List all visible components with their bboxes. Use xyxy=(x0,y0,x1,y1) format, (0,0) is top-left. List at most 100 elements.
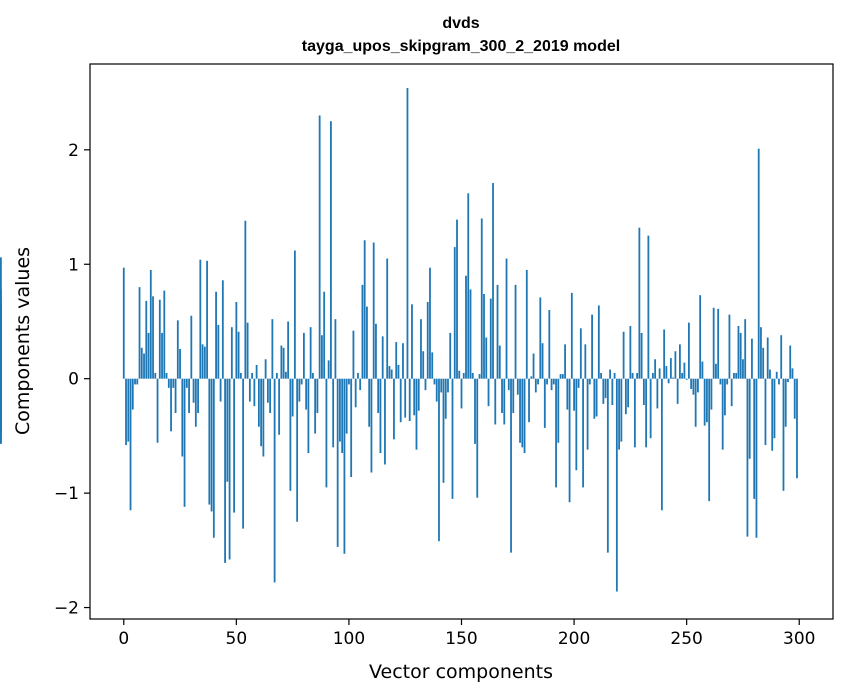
bar xyxy=(656,378,659,409)
bar xyxy=(555,378,557,488)
bar xyxy=(325,378,328,488)
bar xyxy=(230,327,233,379)
bar xyxy=(307,378,310,454)
bar xyxy=(122,267,125,379)
bar xyxy=(296,378,299,522)
bar xyxy=(273,378,276,583)
bar xyxy=(460,378,463,409)
bar xyxy=(260,378,263,447)
bar xyxy=(638,227,641,379)
x-tick-label: 250 xyxy=(670,629,702,649)
bar xyxy=(492,183,494,379)
y-tick-label: −1 xyxy=(54,484,79,504)
bar xyxy=(282,347,285,379)
bar xyxy=(717,308,720,379)
bar xyxy=(199,259,202,379)
bar xyxy=(735,372,738,379)
bar xyxy=(188,378,190,414)
bar xyxy=(737,326,740,379)
bar xyxy=(212,378,215,538)
bar xyxy=(246,322,249,379)
bar xyxy=(323,291,326,379)
bar xyxy=(312,372,314,379)
bar xyxy=(559,374,562,379)
bar xyxy=(631,372,634,379)
y-tick-label: 0 xyxy=(68,370,79,390)
x-axis: 0 50 100 150 200 250 300 xyxy=(118,619,815,649)
bar xyxy=(654,359,657,379)
bar xyxy=(219,378,222,402)
bar xyxy=(602,378,605,404)
bar xyxy=(321,335,323,379)
bar xyxy=(730,378,733,407)
bar xyxy=(136,378,139,385)
bar xyxy=(269,378,272,414)
bar xyxy=(163,290,166,379)
y-tick-label: 1 xyxy=(68,255,79,275)
bar xyxy=(624,378,627,415)
bar xyxy=(402,343,404,379)
bar xyxy=(379,378,382,454)
bar xyxy=(579,328,582,379)
bar xyxy=(471,372,474,379)
y-tick-label: 2 xyxy=(68,141,79,161)
bar xyxy=(568,378,571,503)
bar xyxy=(645,378,648,448)
bar xyxy=(305,378,308,410)
bar xyxy=(681,372,684,379)
bar xyxy=(780,335,783,379)
bar xyxy=(420,319,422,379)
bar xyxy=(465,275,467,379)
bar xyxy=(620,378,623,442)
chart-subtitle: tayga_upos_skipgram_300_2_2019 model xyxy=(302,38,620,55)
bar xyxy=(181,378,184,457)
bar xyxy=(334,319,337,379)
bar xyxy=(573,378,575,411)
bar xyxy=(782,378,785,491)
bar xyxy=(570,292,573,379)
bar xyxy=(165,372,168,379)
bar xyxy=(174,378,177,414)
bar xyxy=(201,344,204,379)
bar xyxy=(343,378,346,554)
bar xyxy=(577,378,580,388)
bar xyxy=(550,378,553,391)
bar xyxy=(170,378,172,432)
bar xyxy=(316,378,319,414)
bar xyxy=(327,360,330,379)
bar xyxy=(753,378,756,499)
bar xyxy=(435,378,438,402)
bar xyxy=(629,326,632,379)
bar xyxy=(131,378,134,410)
bar xyxy=(386,258,389,379)
x-tick-label: 300 xyxy=(783,629,815,649)
bar xyxy=(154,372,157,379)
bar xyxy=(237,331,240,379)
bar xyxy=(359,378,362,391)
bar xyxy=(143,353,145,379)
bar xyxy=(771,378,774,451)
bar xyxy=(532,353,535,379)
bar xyxy=(697,378,699,393)
bar xyxy=(262,378,265,457)
bar xyxy=(489,298,492,379)
bar xyxy=(372,242,375,379)
bar xyxy=(582,378,584,488)
bar xyxy=(167,378,170,388)
bar xyxy=(417,378,420,411)
bar xyxy=(366,306,368,379)
bar xyxy=(712,307,715,379)
bar xyxy=(302,332,305,379)
bar xyxy=(748,378,751,459)
bar xyxy=(703,378,706,426)
bar xyxy=(476,378,479,498)
bar xyxy=(368,378,371,427)
bar xyxy=(507,378,510,391)
bar xyxy=(341,378,344,454)
bar xyxy=(501,378,503,414)
bar xyxy=(706,378,708,423)
bar xyxy=(426,302,429,379)
bar xyxy=(271,319,274,379)
bar xyxy=(336,378,339,547)
bar xyxy=(194,378,197,427)
